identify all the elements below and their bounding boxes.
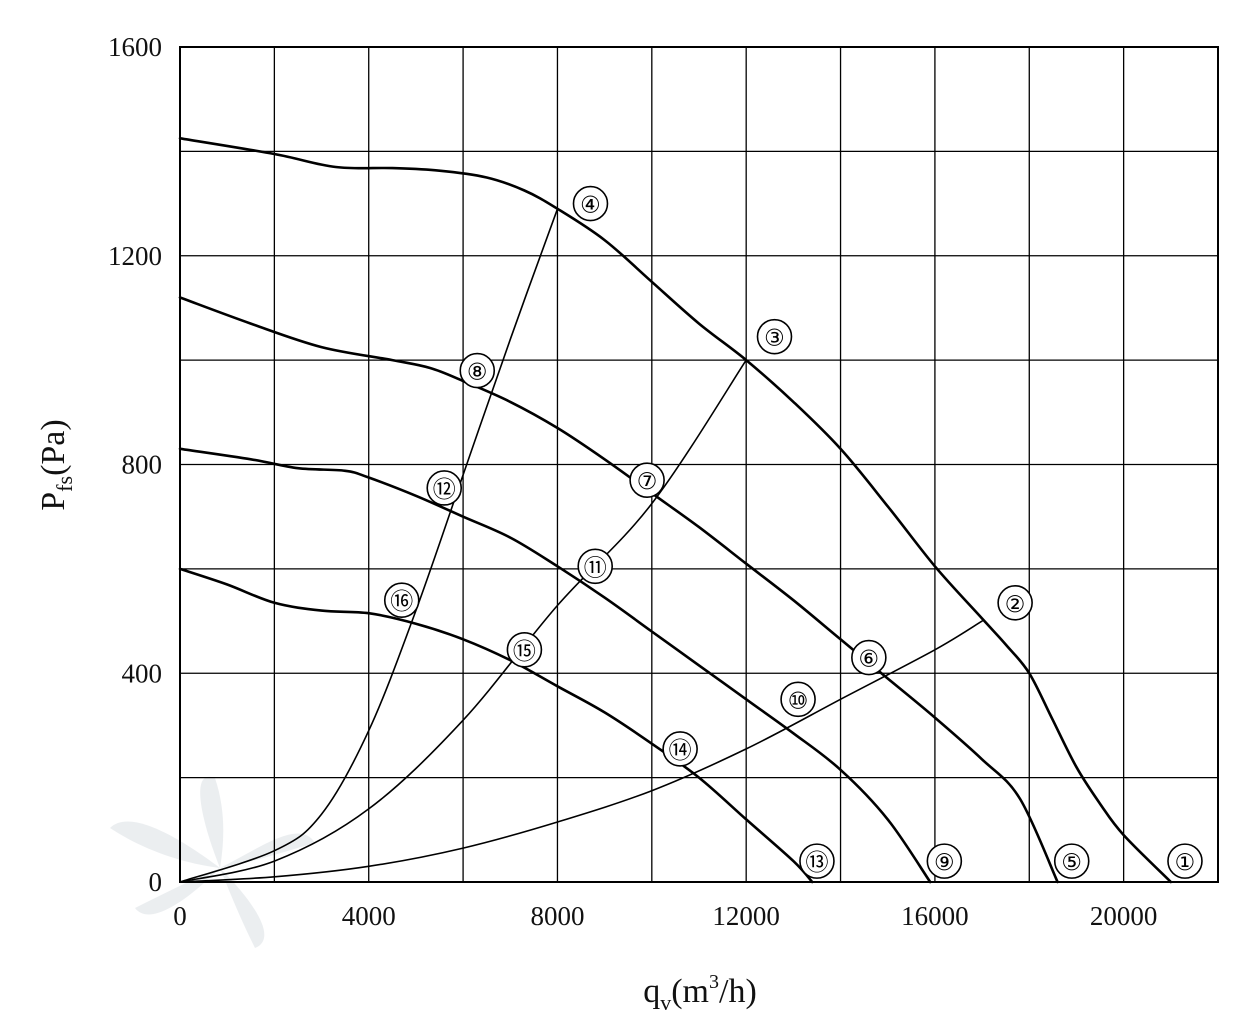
marker-circle <box>662 731 698 767</box>
point-marker: ⑩ <box>780 681 816 718</box>
y-tick-label: 800 <box>122 450 163 480</box>
marker-label: ⑮ <box>513 638 536 664</box>
marker-label: ⑨ <box>934 849 955 875</box>
marker-circle <box>1053 843 1090 879</box>
marker-circle <box>926 843 963 879</box>
watermark-logo <box>110 776 315 948</box>
point-marker: ⑧ <box>459 352 496 389</box>
point-marker: ⑮ <box>506 631 543 668</box>
marker-circle <box>780 681 816 718</box>
marker-label: ⑫ <box>433 476 456 502</box>
marker-circle <box>997 584 1033 621</box>
point-marker: ⑯ <box>383 582 420 618</box>
marker-label: ① <box>1175 849 1196 875</box>
x-tick-label: 8000 <box>530 901 584 931</box>
point-marker: ⑪ <box>577 548 614 585</box>
system-curve-2 <box>179 359 747 883</box>
point-marker: ④ <box>572 185 609 222</box>
x-tick-label: 20000 <box>1090 901 1158 931</box>
marker-circle <box>572 185 609 222</box>
fan-curve-3 <box>178 447 932 884</box>
plot-frame <box>179 46 1219 883</box>
y-axis-title: Pfs(Pa) <box>35 419 77 510</box>
point-marker: ⑫ <box>426 470 463 506</box>
system-curve-3 <box>179 620 983 883</box>
marker-circle <box>851 639 887 676</box>
marker-label: ⑧ <box>467 359 488 385</box>
point-marker: ③ <box>756 318 793 355</box>
marker-label: ⑪ <box>584 554 607 580</box>
marker-label: ③ <box>764 325 785 351</box>
point-markers: ① ② ③ ④ ⑤ ⑥ ⑦ ⑧ ⑨ ⑩ ⑪ ⑫ ⑬ ⑭ ⑮ ⑯ <box>383 185 1203 879</box>
x-tick-label: 16000 <box>901 901 969 931</box>
point-marker: ⑤ <box>1053 843 1090 879</box>
x-tick-labels: 0 4000 8000 12000 16000 20000 <box>173 901 1157 931</box>
marker-circle <box>577 548 614 585</box>
y-tick-label: 1200 <box>108 241 162 271</box>
point-marker: ⑨ <box>926 843 963 879</box>
marker-label: ⑭ <box>669 737 692 763</box>
marker-label: ⑬ <box>805 849 828 875</box>
marker-circle <box>506 631 543 668</box>
marker-circle <box>383 582 420 618</box>
fan-curve-2 <box>178 296 1059 884</box>
y-tick-labels: 0 400 800 1200 1600 <box>108 32 162 897</box>
point-marker: ② <box>997 584 1033 621</box>
x-axis-title: qv(m3/h) <box>643 971 757 1015</box>
x-tick-label: 12000 <box>712 901 780 931</box>
marker-label: ⑤ <box>1061 849 1082 875</box>
marker-label: ⑦ <box>637 468 658 494</box>
marker-circle <box>799 843 835 879</box>
y-tick-label: 400 <box>122 658 163 688</box>
marker-label: ④ <box>580 192 601 218</box>
grid-lines <box>180 47 1218 882</box>
x-tick-label: 0 <box>173 901 187 931</box>
system-curves <box>179 208 983 883</box>
marker-circle <box>756 318 793 355</box>
point-marker: ⑬ <box>799 843 835 879</box>
marker-label: ⑥ <box>859 646 880 672</box>
marker-circle <box>629 462 665 498</box>
y-tick-label: 0 <box>149 867 163 897</box>
marker-label: ② <box>1005 591 1026 617</box>
point-marker: ⑭ <box>662 731 698 767</box>
fan-curve-1 <box>178 137 1173 884</box>
marker-circle <box>1167 843 1203 879</box>
system-curve-1 <box>179 208 559 883</box>
y-tick-label: 1600 <box>108 32 162 62</box>
point-marker: ① <box>1167 843 1203 879</box>
point-marker: ⑦ <box>629 462 665 498</box>
marker-circle <box>426 470 463 506</box>
marker-circle <box>459 352 496 389</box>
fan-curves <box>178 137 1173 884</box>
marker-label: ⑩ <box>788 687 809 713</box>
x-tick-label: 4000 <box>342 901 396 931</box>
point-marker: ⑥ <box>851 639 887 676</box>
marker-label: ⑯ <box>390 588 413 614</box>
